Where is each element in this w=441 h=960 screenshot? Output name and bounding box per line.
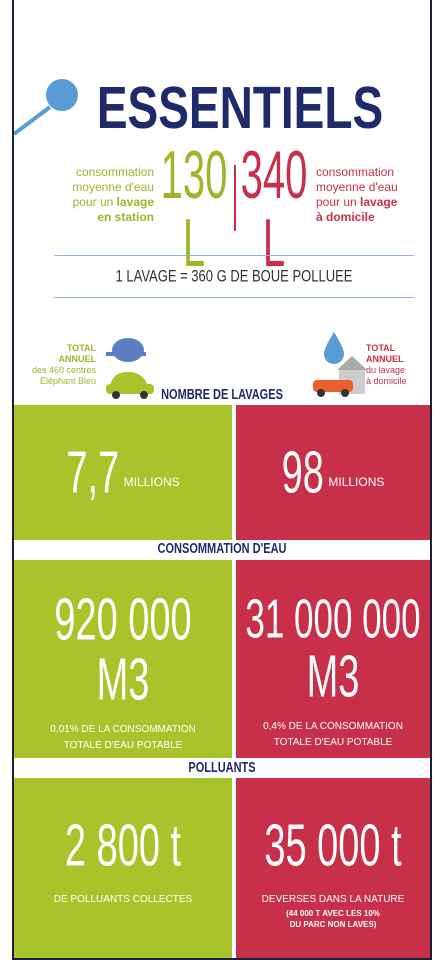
section-title-text: NOMBRE DE LAVAGES	[161, 387, 283, 403]
rule	[54, 255, 414, 256]
tile: 920 000 M3 0,01% DE LA CONSOMMATION TOTA…	[14, 560, 232, 758]
rule	[54, 297, 414, 298]
big-value: 31 000 000	[245, 592, 420, 646]
desc-bold: à domicile	[316, 210, 426, 225]
desc-bold: lavage	[117, 195, 154, 209]
desc-line: pour un	[73, 195, 114, 209]
tile: 35 000 t DEVERSES DANS LA NATURE (44 000…	[236, 778, 430, 958]
note: 0,01% DE LA CONSOMMATION	[14, 722, 232, 738]
total-right: TOTAL ANNUEL du lavage à domicile	[366, 343, 426, 387]
note: TOTALE D'EAU POTABLE	[14, 738, 232, 754]
total-line: ANNUEL	[16, 354, 96, 365]
magnifier-icon	[14, 70, 84, 140]
value: 340 L	[236, 142, 312, 278]
big-value: 35 000 t	[264, 818, 401, 877]
desc-line: moyenne d'eau	[316, 180, 426, 195]
tile: 31 000 000 M3 0,4% DE LA CONSOMMATION TO…	[236, 560, 430, 758]
big-value: 920 000	[54, 592, 191, 651]
banner-text: 1 LAVAGE = 360 G DE BOUE POLLUEE	[116, 266, 353, 286]
desc-line: moyenne d'eau	[24, 180, 154, 195]
big-value: 2 800 t	[65, 818, 181, 877]
total-line: du lavage	[366, 365, 426, 376]
unit: MILLIONS	[124, 475, 180, 489]
note: DU PARC NON LAVES)	[236, 919, 430, 930]
desc-line: consommation	[24, 165, 154, 180]
note: DEVERSES DANS LA NATURE	[236, 892, 430, 908]
note: 0,4% DE LA CONSOMMATION	[236, 719, 430, 735]
big-value: 98	[282, 445, 324, 504]
section-title: CONSOMMATION D'EAU	[14, 543, 430, 555]
section-title-text: POLLUANTS	[188, 760, 255, 776]
big-value: 7,7	[66, 445, 119, 504]
station-value: 130 L	[156, 170, 232, 250]
section-title-text: CONSOMMATION D'EAU	[158, 541, 287, 557]
total-line: ANNUEL	[366, 354, 426, 365]
home-value: 340 L	[236, 170, 312, 250]
unit: M3	[97, 652, 150, 711]
page: ESSENTIELS consommation moyenne d'eau po…	[0, 0, 441, 960]
home-description: consommation moyenne d'eau pour un lavag…	[316, 165, 426, 225]
unit: M3	[307, 649, 360, 708]
desc-line: consommation	[316, 165, 426, 180]
total-line: TOTAL	[16, 343, 96, 354]
desc-bold: en station	[24, 210, 154, 225]
unit: MILLIONS	[328, 475, 384, 489]
note: (44 000 T AVEC LES 10%	[236, 908, 430, 919]
title: ESSENTIELS	[80, 80, 400, 134]
note: TOTALE D'EAU POTABLE	[236, 735, 430, 751]
total-line: Eléphant Bleu	[16, 376, 96, 387]
section-title: POLLUANTS	[14, 762, 430, 774]
tile: 7,7 MILLIONS	[14, 405, 232, 540]
total-left: TOTAL ANNUEL des 460 centres Eléphant Bl…	[16, 343, 96, 387]
station-description: consommation moyenne d'eau pour un lavag…	[24, 165, 154, 225]
total-line: TOTAL	[366, 343, 426, 354]
infographic: ESSENTIELS consommation moyenne d'eau po…	[12, 0, 432, 960]
value: 130 L	[156, 142, 232, 278]
tile: 2 800 t DE POLLUANTS COLLECTES	[14, 778, 232, 958]
total-line: des 460 centres	[16, 365, 96, 376]
section-title: NOMBRE DE LAVAGES	[14, 389, 430, 401]
total-line: à domicile	[366, 376, 426, 387]
title-text: ESSENTIELS	[97, 72, 383, 142]
banner: 1 LAVAGE = 360 G DE BOUE POLLUEE	[54, 268, 414, 283]
tile: 98 MILLIONS	[236, 405, 430, 540]
desc-bold: lavage	[360, 195, 397, 209]
note: DE POLLUANTS COLLECTES	[14, 892, 232, 908]
desc-line: pour un	[316, 195, 357, 209]
